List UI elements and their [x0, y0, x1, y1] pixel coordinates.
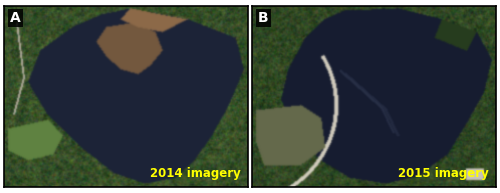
Text: B: B — [258, 11, 268, 25]
Text: 2015 imagery: 2015 imagery — [398, 167, 488, 180]
Text: 2014 imagery: 2014 imagery — [150, 167, 240, 180]
Text: A: A — [10, 11, 21, 25]
